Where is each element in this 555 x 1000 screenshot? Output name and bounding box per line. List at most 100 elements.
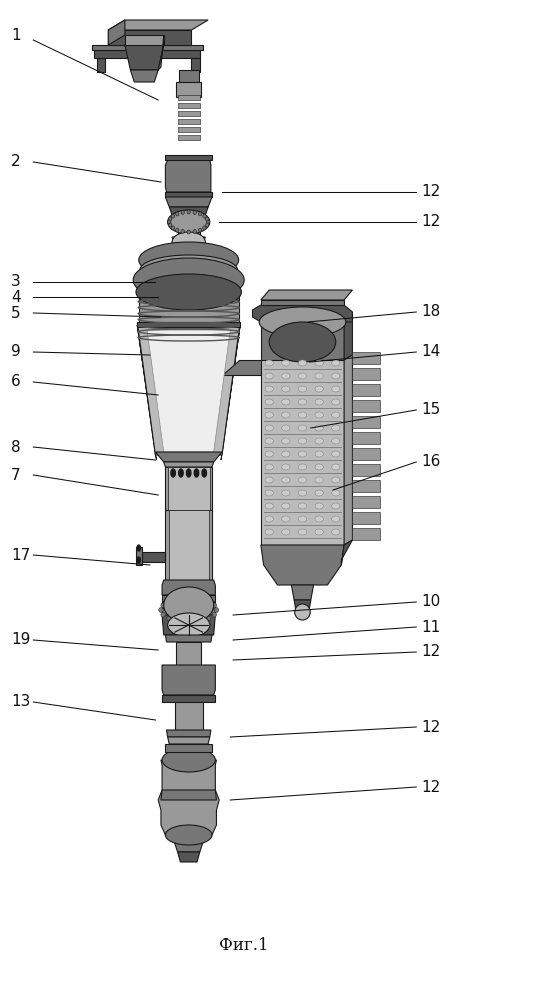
Ellipse shape [281,386,290,392]
Ellipse shape [315,425,323,431]
Polygon shape [175,744,203,752]
Ellipse shape [161,603,165,608]
Polygon shape [261,545,344,585]
Circle shape [137,545,140,551]
Ellipse shape [299,516,307,522]
Ellipse shape [172,232,205,252]
Ellipse shape [315,360,323,366]
Ellipse shape [315,477,323,483]
Ellipse shape [281,438,290,444]
Circle shape [179,469,183,477]
Ellipse shape [281,399,290,405]
Ellipse shape [299,412,307,418]
Polygon shape [261,322,344,360]
Ellipse shape [315,503,323,509]
Ellipse shape [299,464,307,470]
Ellipse shape [181,210,184,214]
Ellipse shape [169,217,172,221]
Ellipse shape [265,412,274,418]
Ellipse shape [299,399,307,405]
Ellipse shape [203,214,206,218]
Ellipse shape [265,477,274,483]
Ellipse shape [159,607,163,612]
Ellipse shape [281,412,290,418]
Text: 10: 10 [422,594,441,609]
Polygon shape [168,467,210,510]
Polygon shape [165,744,212,752]
Ellipse shape [265,425,274,431]
Polygon shape [352,432,380,444]
Polygon shape [294,600,311,610]
Ellipse shape [331,360,340,366]
Ellipse shape [299,490,307,496]
Polygon shape [178,220,200,245]
Ellipse shape [162,748,215,772]
Ellipse shape [315,464,323,470]
Ellipse shape [187,210,190,214]
Ellipse shape [161,612,165,617]
Ellipse shape [259,307,346,337]
Ellipse shape [331,503,340,509]
Text: 3: 3 [11,274,21,290]
Polygon shape [344,317,352,360]
Polygon shape [352,480,380,492]
Polygon shape [352,352,380,364]
Polygon shape [125,45,164,70]
Ellipse shape [167,616,171,621]
Ellipse shape [299,529,307,535]
Ellipse shape [212,603,216,608]
Polygon shape [352,464,380,476]
Ellipse shape [265,464,274,470]
Polygon shape [352,400,380,412]
Polygon shape [352,496,380,508]
Polygon shape [136,547,142,565]
Polygon shape [165,467,212,510]
Text: 12: 12 [422,780,441,794]
Polygon shape [92,45,203,50]
Polygon shape [161,790,216,800]
Polygon shape [178,127,200,132]
Ellipse shape [176,596,180,601]
Ellipse shape [193,210,196,214]
Polygon shape [179,70,199,82]
Ellipse shape [265,373,274,379]
Polygon shape [341,540,352,565]
Ellipse shape [281,529,290,535]
Polygon shape [155,452,222,462]
Text: 11: 11 [422,619,441,635]
Ellipse shape [299,438,307,444]
Ellipse shape [315,386,323,392]
Polygon shape [221,325,240,460]
Ellipse shape [265,490,274,496]
Polygon shape [352,448,380,460]
Ellipse shape [331,438,340,444]
Polygon shape [178,111,200,116]
Text: 1: 1 [11,27,21,42]
Text: 2: 2 [11,154,21,169]
Ellipse shape [295,604,310,620]
Polygon shape [178,119,200,124]
Ellipse shape [299,360,307,366]
Polygon shape [352,368,380,380]
Ellipse shape [171,226,175,230]
Text: Фиг.1: Фиг.1 [219,936,269,954]
Ellipse shape [331,529,340,535]
Ellipse shape [171,214,175,218]
Text: 12: 12 [422,645,441,660]
Ellipse shape [175,212,179,216]
Polygon shape [137,322,240,327]
Ellipse shape [206,616,210,621]
Polygon shape [139,300,239,325]
Ellipse shape [265,360,274,366]
Polygon shape [178,103,200,108]
Polygon shape [158,760,219,835]
Ellipse shape [265,386,274,392]
Polygon shape [165,155,212,160]
Ellipse shape [315,373,323,379]
Ellipse shape [206,599,210,604]
Text: 9: 9 [11,344,21,360]
Ellipse shape [203,226,206,230]
Ellipse shape [165,825,212,845]
Polygon shape [166,730,211,737]
Ellipse shape [136,274,241,310]
